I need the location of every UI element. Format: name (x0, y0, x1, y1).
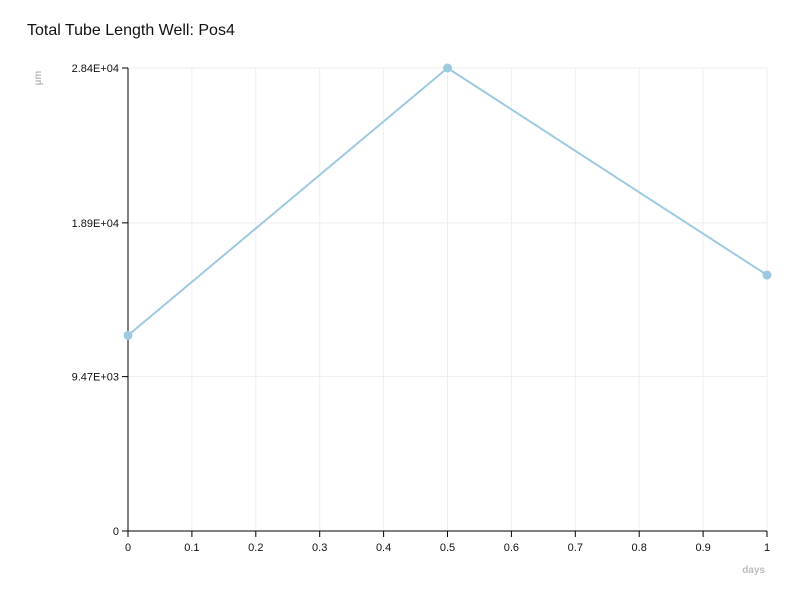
x-axis-title: days (742, 565, 765, 576)
x-tick-label: 0.5 (440, 542, 455, 554)
y-tick-label: 1.89E+04 (72, 218, 119, 230)
data-point[interactable] (443, 63, 452, 73)
x-tick-label: 0.3 (312, 542, 327, 554)
series (123, 63, 772, 340)
x-tick-label: 0 (125, 542, 131, 554)
x-tick-label: 0.6 (504, 542, 519, 554)
x-tick-label: 0.2 (248, 542, 263, 554)
x-tick-label: 0.9 (695, 542, 710, 554)
data-point[interactable] (762, 270, 772, 280)
y-tick-label: 9.47E+03 (72, 372, 119, 384)
x-tick-label: 0.1 (184, 542, 199, 554)
chart-title: Total Tube Length Well: Pos4 (27, 22, 235, 39)
y-tick-label: 2.84E+04 (72, 63, 119, 75)
y-axis-title: µm (33, 71, 44, 86)
x-tick-label: 1 (764, 542, 770, 554)
x-tick-label: 0.4 (376, 542, 391, 554)
y-axis-ticks: 0 9.47E+03 1.89E+04 2.84E+04 (72, 63, 128, 538)
x-tick-label: 0.7 (568, 542, 583, 554)
y-tick-label: 0 (113, 526, 119, 538)
data-point[interactable] (123, 330, 133, 340)
grid (128, 67, 768, 531)
x-axis-ticks: 0 0.1 0.2 0.3 0.4 0.5 0.6 0.7 0.8 0.9 1 (125, 531, 770, 554)
x-tick-label: 0.8 (632, 542, 647, 554)
